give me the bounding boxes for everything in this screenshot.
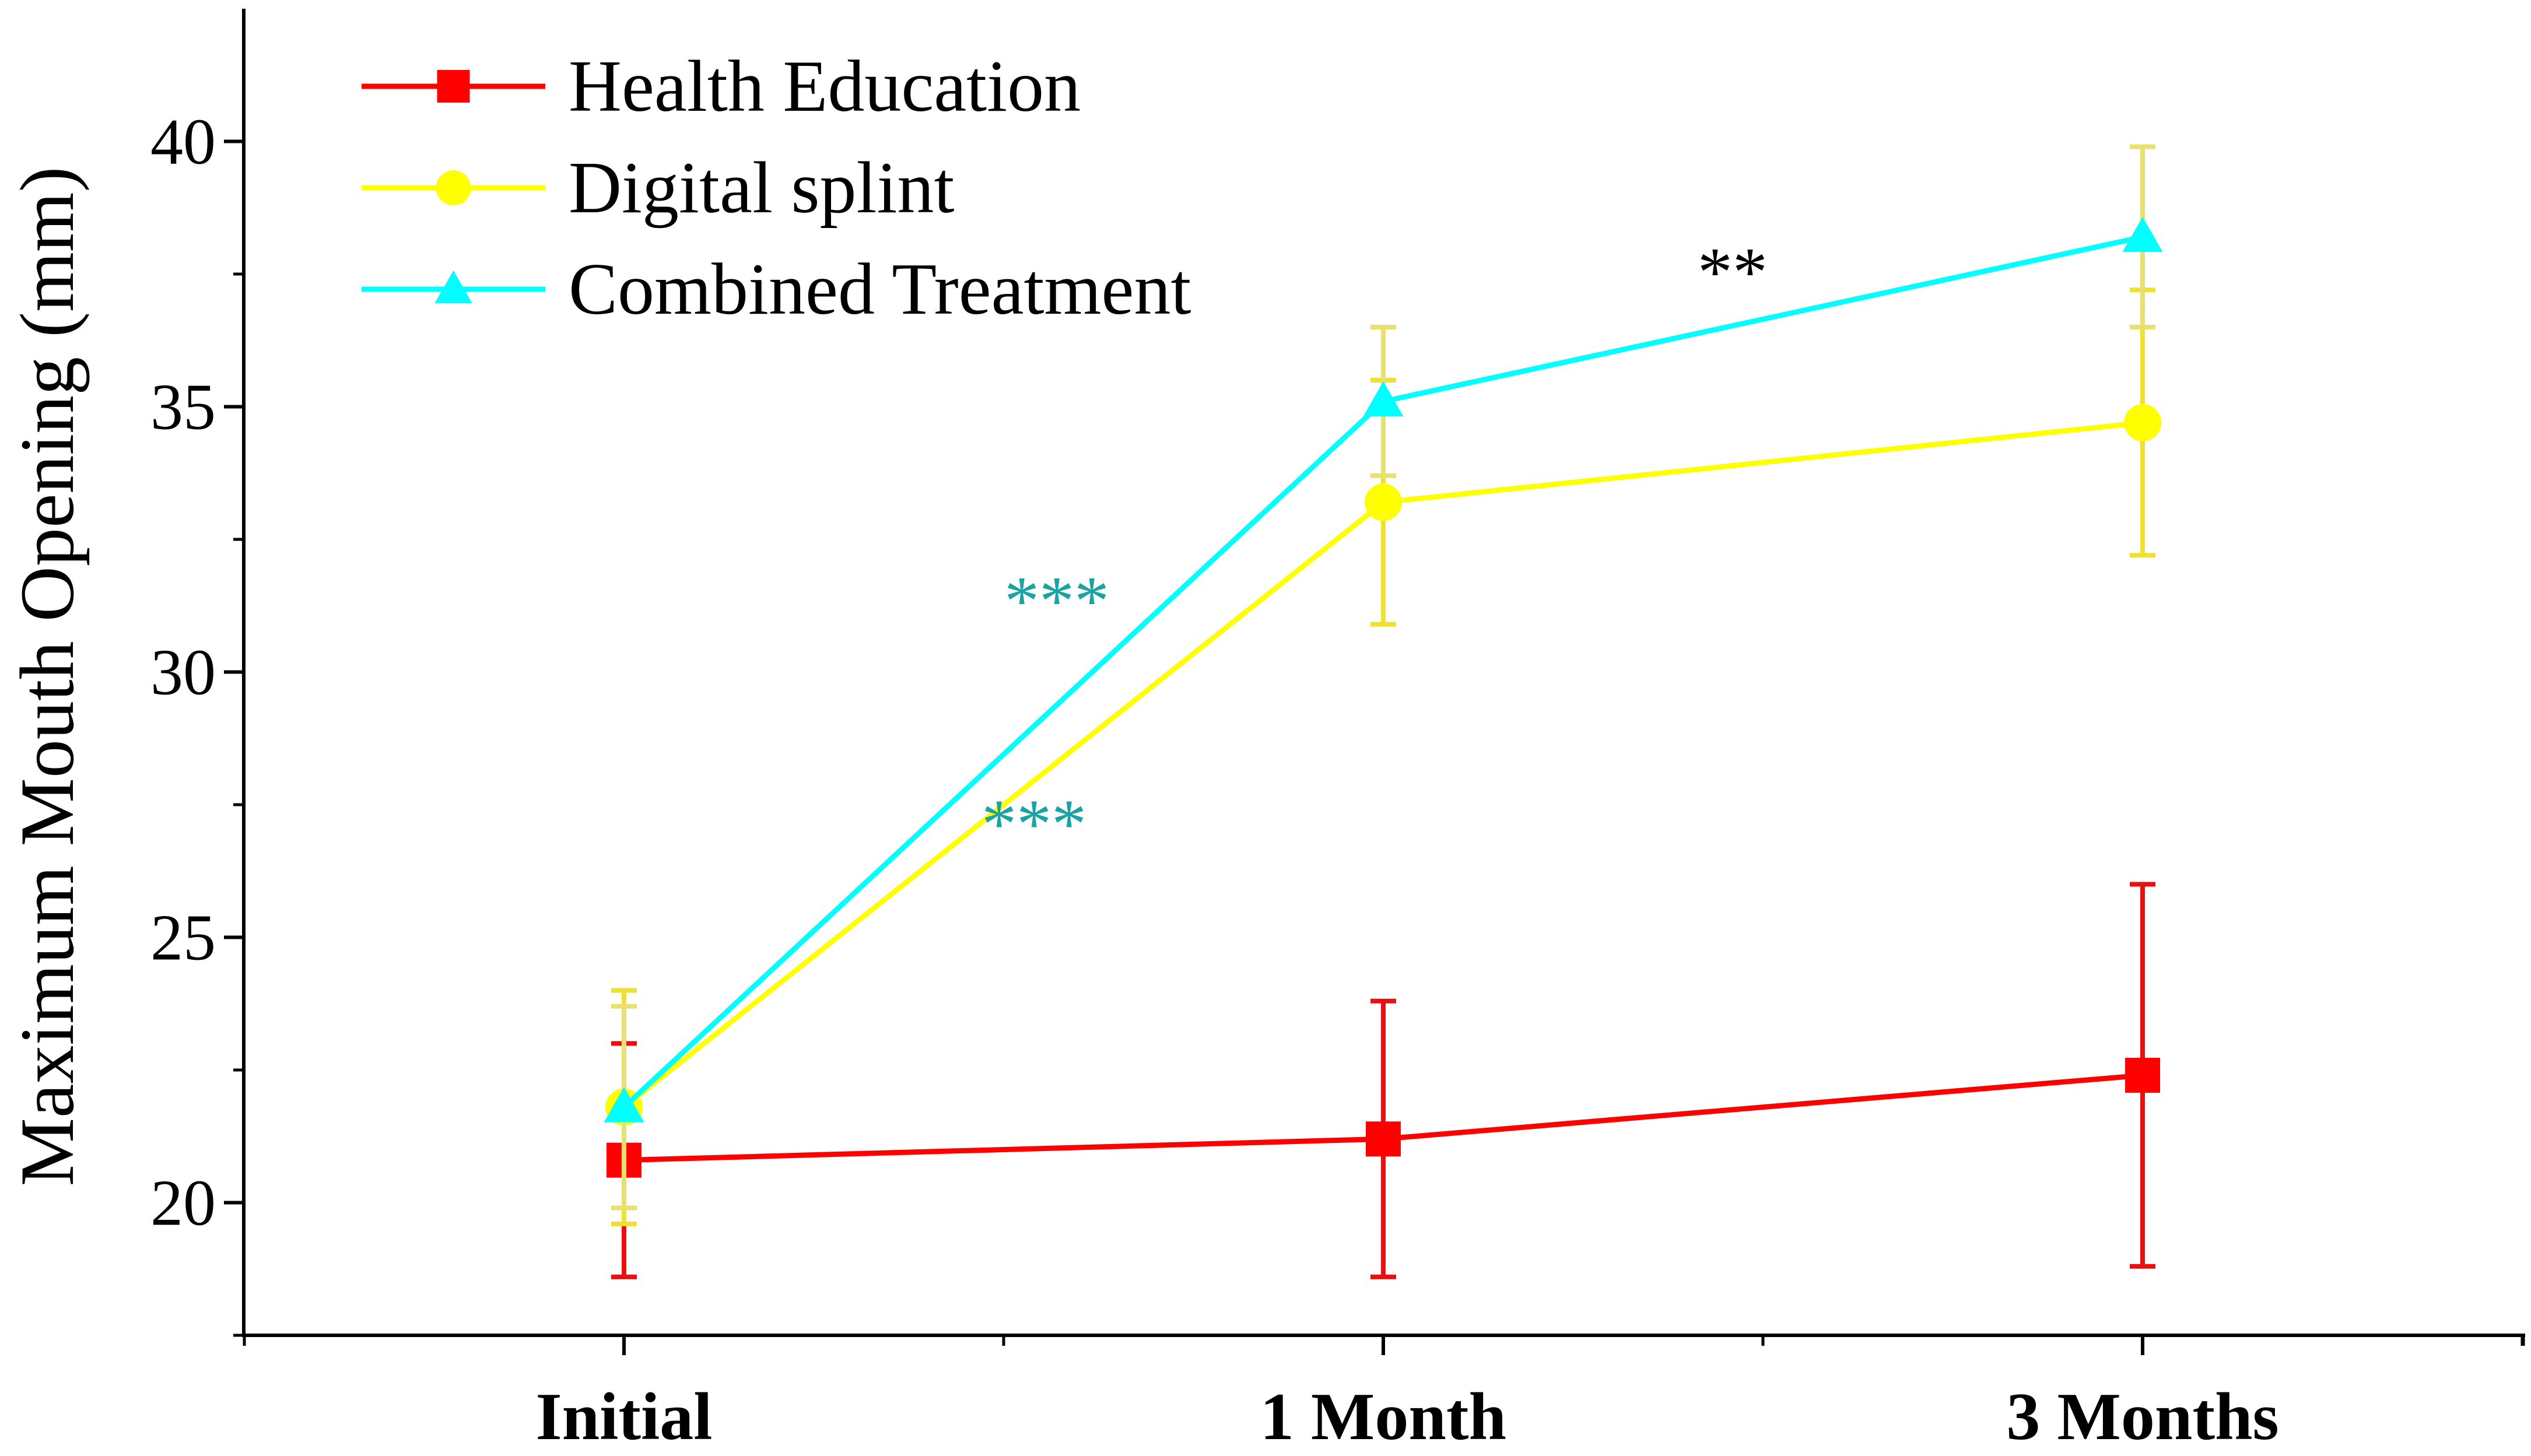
- series-combined-treatment: [604, 144, 2163, 1211]
- significance-annotation: **: [1698, 233, 1768, 310]
- y-ticks: 20 25 30 35 40: [150, 106, 244, 1337]
- y-tick-label: 20: [150, 1167, 216, 1240]
- plot-area: [604, 144, 2163, 1279]
- x-tick-label: 3 Months: [2006, 1380, 2278, 1454]
- y-tick-label: 35: [150, 371, 216, 444]
- y-axis-title: Maximum Mouth Opening (mm): [4, 167, 90, 1187]
- y-tick-label: 25: [150, 902, 216, 974]
- x-ticks: Initial 1 Month 3 Months: [243, 1335, 2525, 1454]
- legend-label: Combined Treatment: [569, 249, 1191, 330]
- data-point: [1363, 381, 1404, 417]
- legend-marker: [437, 70, 470, 103]
- legend-item-health-education: Health Education: [362, 46, 1081, 127]
- y-tick-label: 30: [150, 637, 216, 709]
- data-point: [2124, 404, 2161, 441]
- legend-item-digital-splint: Digital splint: [362, 148, 955, 229]
- significance-annotation: ***: [1004, 562, 1109, 640]
- significance-annotation: ***: [981, 785, 1086, 862]
- data-point: [1366, 1121, 1401, 1157]
- y-tick-label: 40: [150, 106, 216, 178]
- series-health-education: [607, 882, 2160, 1279]
- data-point: [2125, 1058, 2160, 1093]
- x-tick-label: Initial: [536, 1380, 713, 1454]
- x-tick-label: 1 Month: [1260, 1380, 1506, 1454]
- legend-marker: [434, 270, 472, 304]
- annotations: ********: [981, 233, 1768, 862]
- legend-label: Health Education: [569, 46, 1081, 127]
- legend-marker: [436, 170, 471, 205]
- legend-item-combined-treatment: Combined Treatment: [362, 249, 1191, 330]
- legend-label: Digital splint: [569, 148, 955, 229]
- legend: Health Education Digital splint Combined T…: [362, 46, 1191, 330]
- data-point: [1365, 483, 1402, 521]
- data-point: [604, 1087, 644, 1122]
- data-point: [2122, 216, 2163, 252]
